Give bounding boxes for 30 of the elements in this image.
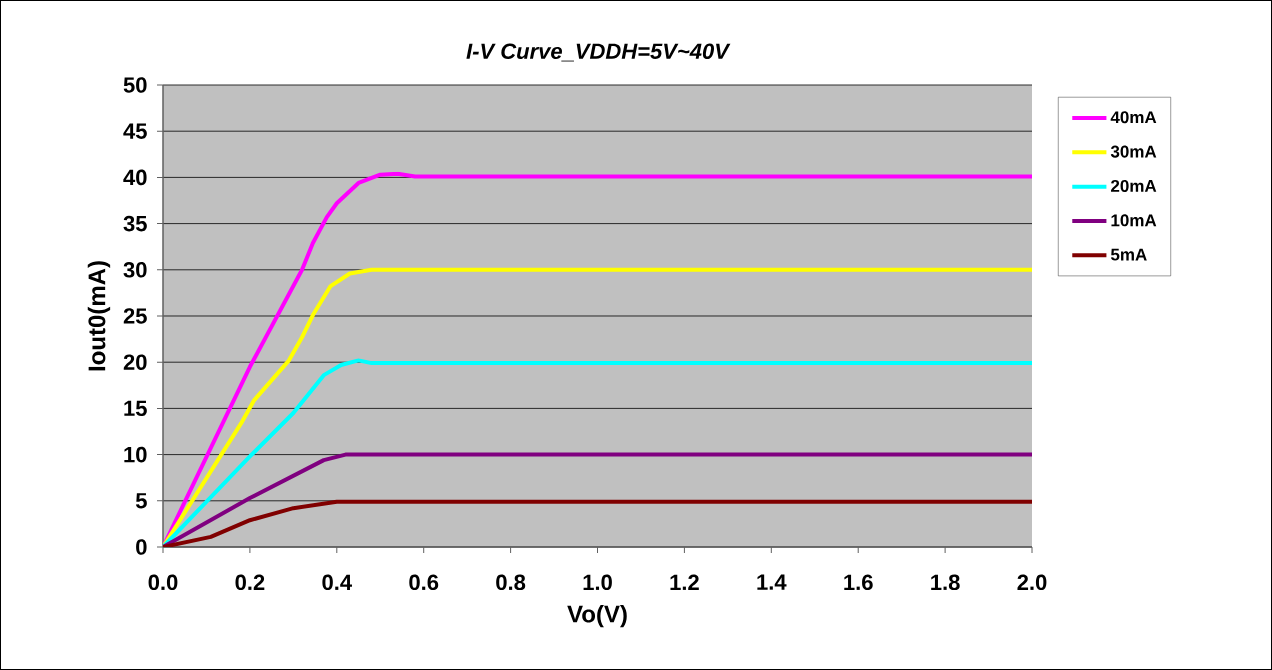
y-tick-label: 45 bbox=[123, 123, 147, 139]
x-tick-label: 1.2 bbox=[670, 574, 699, 590]
y-tick-label: 0 bbox=[136, 539, 147, 555]
y-tick-label: 15 bbox=[124, 400, 147, 417]
y-tick-label: 40 bbox=[123, 169, 147, 186]
legend-label: 5mA bbox=[1110, 248, 1147, 261]
y-tick-label: 5 bbox=[135, 493, 147, 509]
y-tick-label: 20 bbox=[123, 354, 147, 370]
y-axis-title: Iout0(mA) bbox=[87, 261, 111, 371]
y-tick-label: 35 bbox=[123, 215, 147, 232]
y-tick-label: 25 bbox=[123, 308, 147, 324]
x-tick-label: 1.0 bbox=[583, 574, 612, 591]
x-tick-label: 0.6 bbox=[409, 574, 439, 591]
x-tick-label: 0.2 bbox=[235, 574, 265, 591]
legend-label: 40mA bbox=[1110, 111, 1157, 124]
x-tick-label: 0.0 bbox=[148, 574, 178, 591]
x-tick-label: 1.8 bbox=[931, 574, 960, 591]
y-tick-label: 30 bbox=[123, 261, 147, 278]
x-tick-label: 2.0 bbox=[1017, 574, 1047, 591]
y-tick-label: 50 bbox=[123, 77, 147, 93]
chart-title: I-V Curve_VDDH=5V~40V bbox=[466, 43, 731, 62]
x-tick-label: 1.6 bbox=[844, 574, 873, 591]
x-tick-label: 0.8 bbox=[496, 574, 526, 591]
legend-label: 10mA bbox=[1111, 214, 1157, 227]
legend-label: 30mA bbox=[1110, 145, 1157, 158]
x-tick-label: 0.4 bbox=[322, 574, 352, 591]
x-axis-title: Vo(V) bbox=[567, 604, 627, 628]
y-tick-label: 10 bbox=[124, 446, 147, 463]
legend-label: 20mA bbox=[1111, 179, 1157, 192]
x-tick-label: 1.4 bbox=[757, 574, 787, 590]
